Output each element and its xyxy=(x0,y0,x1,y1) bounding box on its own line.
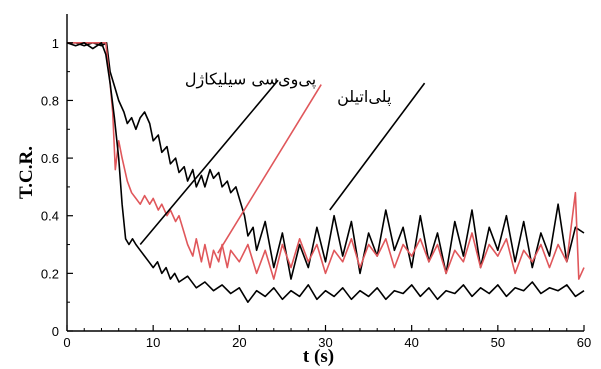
axes: 0 10 20 30 40 50 60 0 0.2 0.4 0.6 0.8 1 xyxy=(41,14,591,350)
x-tick-label: 10 xyxy=(146,335,160,350)
x-tick-label: 0 xyxy=(63,335,70,350)
x-tick-label: 50 xyxy=(491,335,505,350)
y-tick-label: 0.2 xyxy=(41,266,59,281)
y-axis-title: T.C.R. xyxy=(16,146,37,199)
x-tick-label: 60 xyxy=(577,335,591,350)
annotations: پی‌وی‌سی سیلیکاژل پلی‌اتیلن xyxy=(139,70,426,254)
series-line-1 xyxy=(67,42,585,280)
series-line-3 xyxy=(66,42,585,303)
x-axis-title: t (s) xyxy=(303,346,334,367)
annotation-leader-line xyxy=(329,82,426,211)
plot-area xyxy=(66,42,585,303)
x-tick-label: 20 xyxy=(232,335,246,350)
y-tick-label: 0.8 xyxy=(41,93,59,108)
x-tick-label: 40 xyxy=(404,335,418,350)
y-tick-label: 0 xyxy=(52,324,59,339)
annotation-label: پلی‌اتیلن xyxy=(337,87,391,107)
annotation-leader-line xyxy=(217,84,322,254)
annotation-label: پی‌وی‌سی سیلیکاژل xyxy=(185,70,316,90)
series-line-2 xyxy=(67,42,585,280)
y-tick-label: 0.4 xyxy=(41,209,59,224)
y-tick-label: 1 xyxy=(52,36,59,51)
annotation-leader-line xyxy=(139,79,279,246)
y-tick-label: 0.6 xyxy=(41,151,59,166)
x-tick-label: 30 xyxy=(318,335,332,350)
